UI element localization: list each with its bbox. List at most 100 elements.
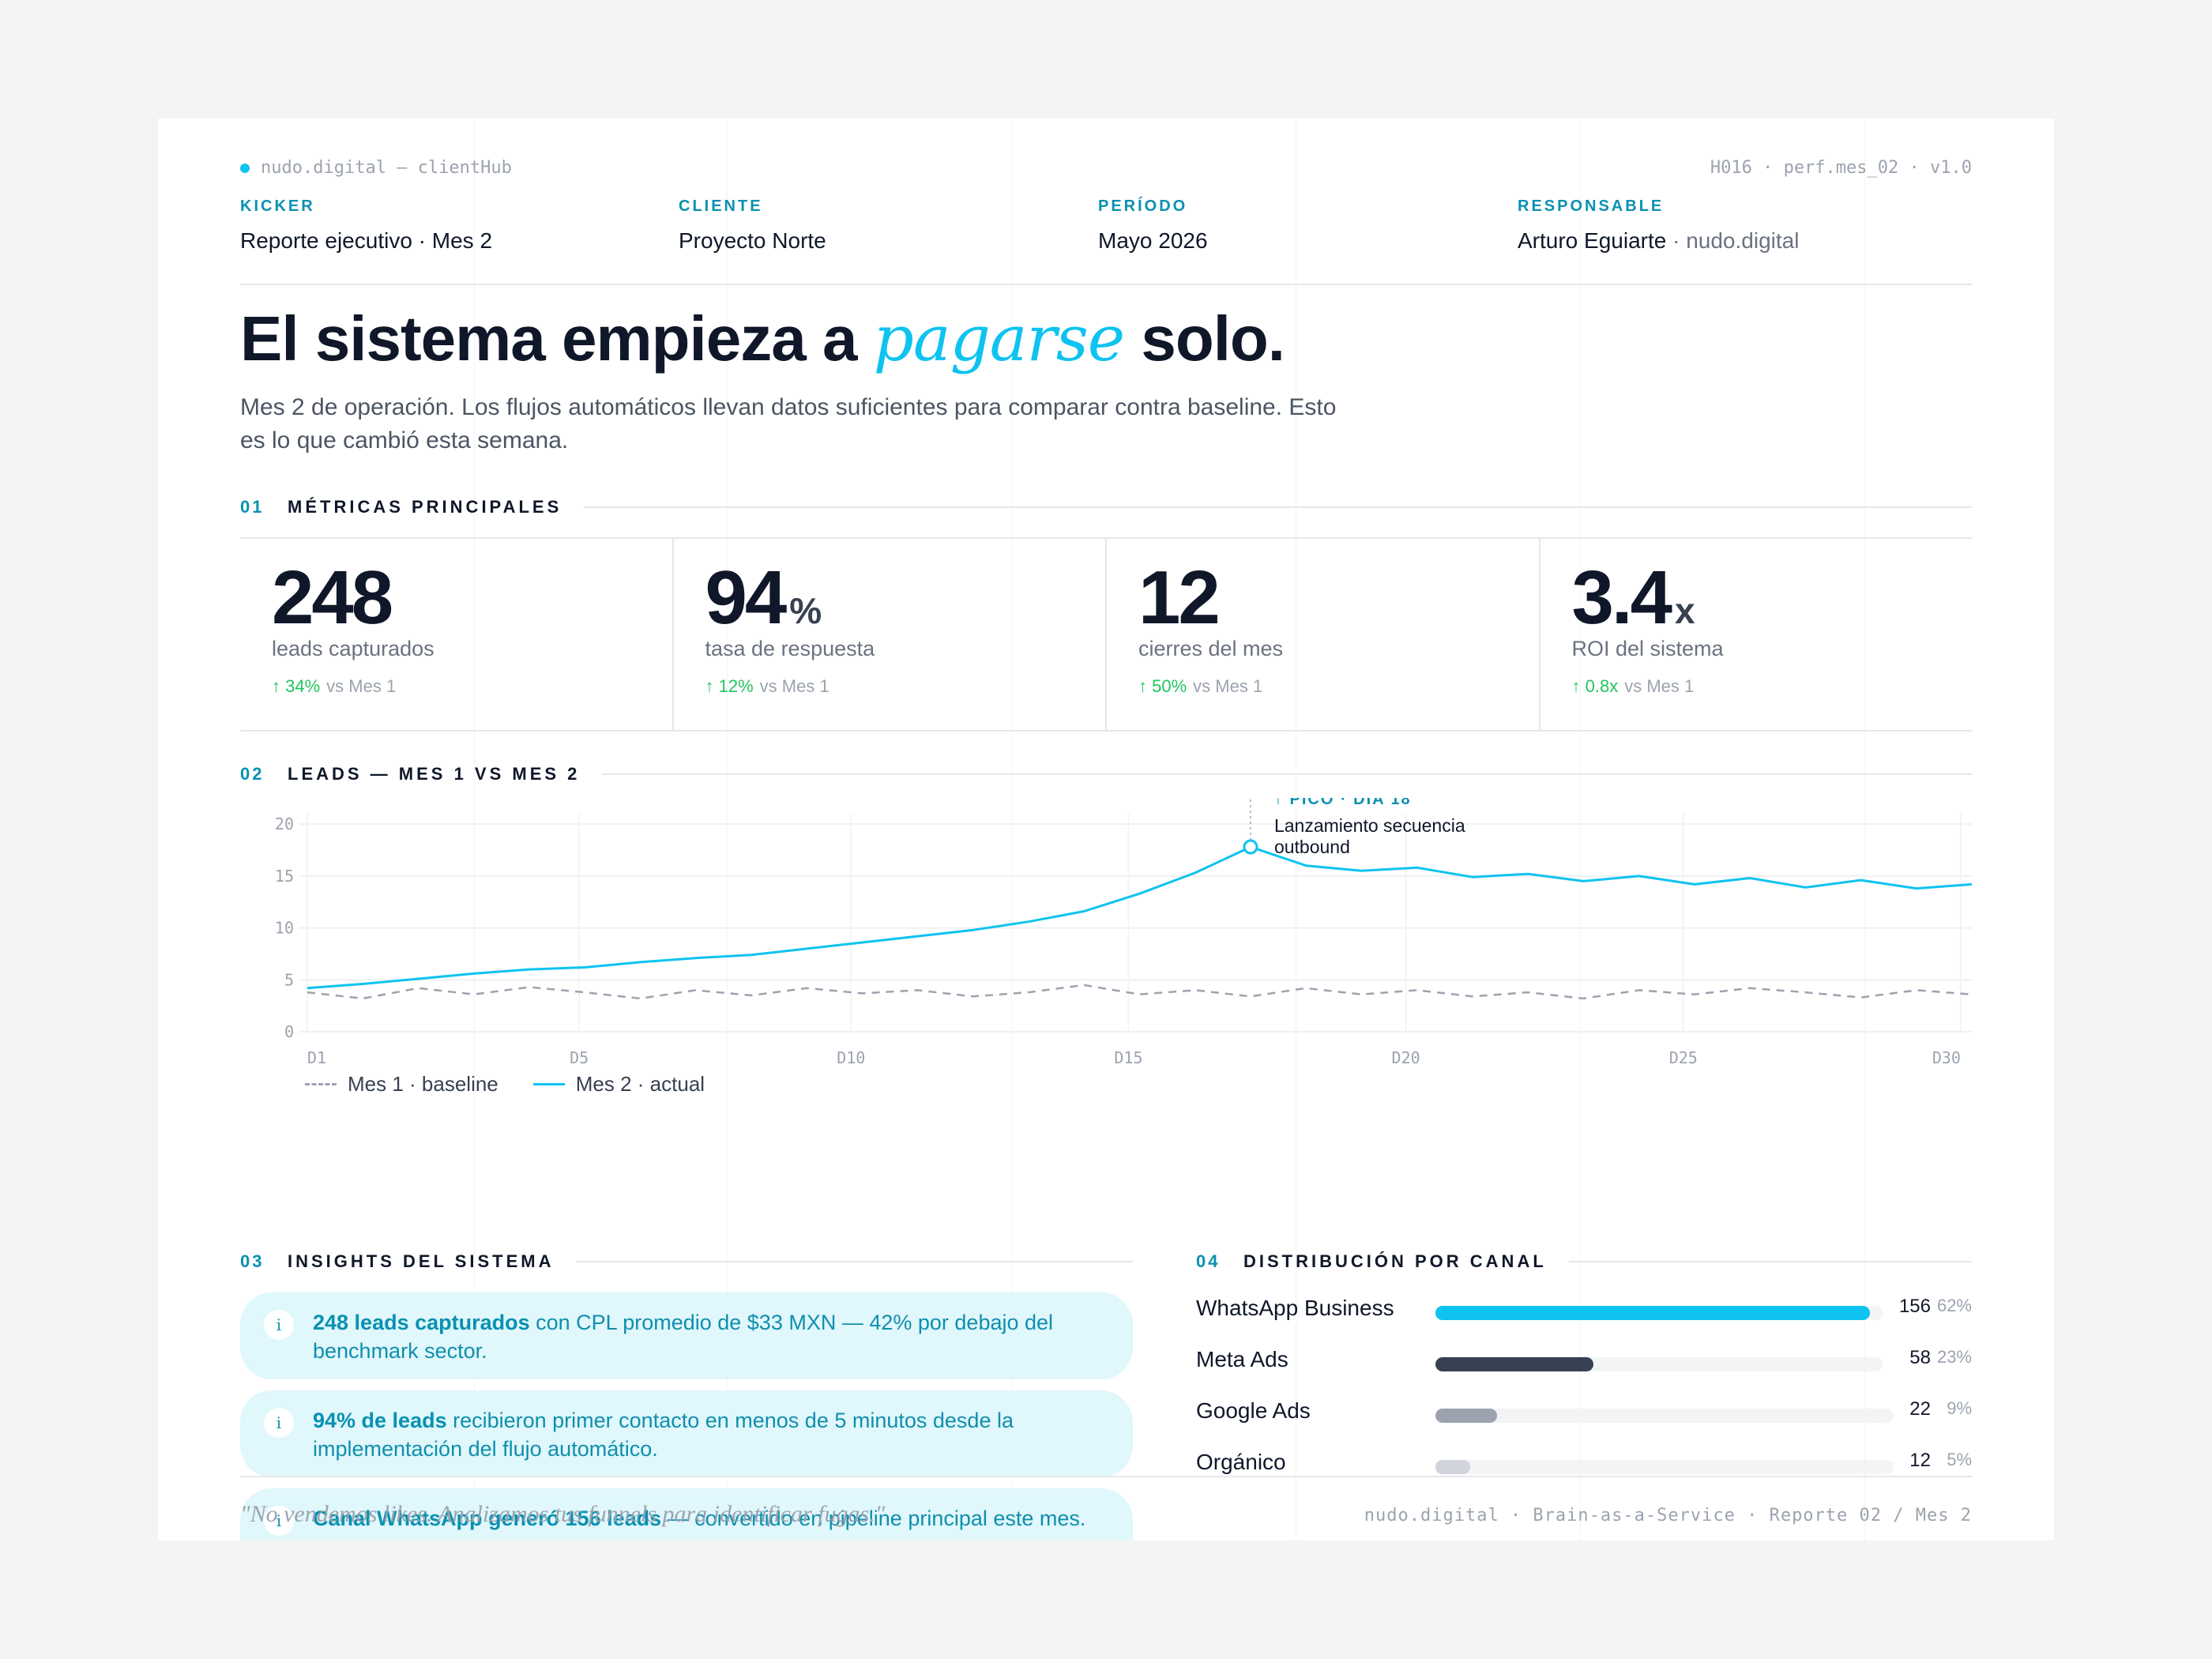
meta-value: Reporte ejecutivo · Mes 2: [240, 228, 493, 253]
x-tick-label: D10: [837, 1048, 865, 1067]
meta-value: Proyecto Norte: [679, 228, 826, 253]
channel-row: Orgánico 12 5%: [1196, 1450, 1972, 1501]
meta-label: KICKER: [240, 198, 315, 215]
kpi-card: 94% tasa de respuesta ↑ 12% vs Mes 1: [672, 539, 1106, 730]
annotation-kicker: ↑ PICO · DÍA 18: [1274, 798, 1412, 808]
channel-count: 22: [1909, 1398, 1931, 1420]
kpi-card: 248 leads capturados ↑ 34% vs Mes 1: [240, 539, 672, 730]
meta-value: Mayo 2026: [1098, 228, 1208, 253]
info-icon: i: [264, 1408, 294, 1438]
channel-distribution: WhatsApp Business 156 62% Meta Ads 58 23% Goog…: [1196, 1296, 1972, 1501]
brand-label: nudo.digital — clientHub: [261, 158, 512, 178]
channel-bar-fill: [1435, 1357, 1594, 1371]
kpi-card: 12 cierres del mes ↑ 50% vs Mes 1: [1105, 539, 1539, 730]
x-tick-label: D15: [1114, 1048, 1142, 1067]
kpi-delta: ↑ 50% vs Mes 1: [1138, 676, 1263, 696]
channel-name: WhatsApp Business: [1196, 1296, 1394, 1320]
x-tick-label: D25: [1669, 1048, 1698, 1067]
section-title: INSIGHTS DEL SISTEMA: [288, 1251, 555, 1271]
y-tick-label: 10: [275, 919, 294, 938]
kpi-delta: ↑ 34% vs Mes 1: [272, 676, 397, 696]
section-rule: [1568, 1261, 1972, 1262]
section-number: 03: [240, 1251, 265, 1271]
x-tick-label: D1: [307, 1048, 326, 1067]
footer-divider: [240, 1476, 1972, 1477]
section-title: DISTRIBUCIÓN POR CANAL: [1243, 1251, 1547, 1271]
kpi-label: tasa de respuesta: [705, 637, 875, 660]
y-tick-label: 5: [284, 970, 294, 989]
channel-bar-track: [1435, 1460, 1894, 1474]
kpi-label: ROI del sistema: [1571, 637, 1724, 660]
channel-percent: 23%: [1936, 1347, 1972, 1367]
kpi-label: cierres del mes: [1138, 637, 1284, 660]
x-tick-label: D5: [570, 1048, 589, 1067]
info-icon: i: [264, 1310, 294, 1340]
section-number: 02: [240, 764, 265, 784]
info-icon: i: [264, 1506, 294, 1536]
channel-percent: 5%: [1947, 1450, 1972, 1469]
channel-count: 12: [1909, 1450, 1931, 1471]
section-rule: [576, 1261, 1133, 1262]
legend-item-actual: Mes 2 · actual: [532, 1072, 705, 1097]
legend-label: Mes 1 · baseline: [348, 1072, 498, 1096]
meta-label: RESPONSABLE: [1518, 198, 1665, 215]
channel-row: Meta Ads 58 23%: [1196, 1347, 1972, 1398]
section-header-channels: 04 DISTRIBUCIÓN POR CANAL: [1196, 1250, 1972, 1273]
y-tick-label: 20: [275, 814, 294, 833]
channel-row: Google Ads 22 9%: [1196, 1398, 1972, 1450]
page-lede: Mes 2 de operación. Los flujos automátic…: [240, 394, 1337, 453]
dashed-line-swatch-icon: [305, 1083, 337, 1085]
meta-row: KICKER Reporte ejecutivo · Mes 2 CLIENTE…: [240, 198, 1972, 261]
channel-count: 156: [1898, 1296, 1931, 1317]
channel-row: WhatsApp Business 156 62%: [1196, 1296, 1972, 1347]
kpi-delta: ↑ 12% vs Mes 1: [705, 676, 830, 696]
section-header-metrics: 01 MÉTRICAS PRINCIPALES: [240, 495, 1972, 519]
meta-kicker: KICKER Reporte ejecutivo · Mes 2: [240, 198, 492, 254]
insight-card: i Canal WhatsApp generó 156 leads — conv…: [240, 1488, 1133, 1540]
legend-item-baseline: Mes 1 · baseline: [305, 1072, 498, 1097]
channel-name: Meta Ads: [1196, 1347, 1288, 1371]
section-rule: [584, 506, 1972, 508]
insight-card: i 248 leads capturados con CPL promedio …: [240, 1292, 1133, 1379]
peak-marker: [1243, 839, 1258, 855]
section-number: 01: [240, 497, 265, 517]
kpi-value: 94%: [705, 555, 822, 640]
section-number: 04: [1196, 1251, 1221, 1271]
channel-name: Google Ads: [1196, 1398, 1311, 1423]
channel-count: 58: [1909, 1347, 1931, 1368]
solid-line-swatch-icon: [532, 1083, 565, 1085]
x-tick-label: D30: [1932, 1048, 1961, 1067]
channel-bar-fill: [1435, 1409, 1498, 1423]
meta-client: CLIENTE Proyecto Norte: [679, 198, 826, 254]
channel-bar-fill: [1435, 1306, 1870, 1320]
series-line-baseline: [307, 984, 1972, 1000]
section-header-insights: 03 INSIGHTS DEL SISTEMA: [240, 1250, 1133, 1273]
channel-bar-track: [1435, 1306, 1883, 1320]
meta-owner: RESPONSABLE Arturo Eguiarte · nudo.digit…: [1518, 198, 1799, 254]
annotation-text: outbound: [1274, 837, 1350, 857]
meta-label: PERÍODO: [1098, 198, 1188, 215]
kpi-card: 3.4 x ROI del sistema ↑ 0.8x vs Mes 1: [1538, 539, 1973, 730]
y-tick-label: 15: [275, 867, 294, 886]
legend-label: Mes 2 · actual: [575, 1072, 705, 1096]
kpi-row: 248 leads capturados ↑ 34% vs Mes 1 94% t…: [240, 537, 1972, 732]
kpi-label: leads capturados: [272, 637, 434, 660]
leads-line-chart: 0 5 10 15 20 D1 D5 D10 D15 D20 D25 D30 ↑ PICO · DÍA …: [240, 798, 1972, 1082]
report-page: nudo.digital — clientHub H016 · perf.mes…: [158, 118, 2054, 1540]
insight-text: recibieron primer contacto en menos de 5…: [313, 1409, 1014, 1461]
chart-legend: Mes 1 · baseline Mes 2 · actual: [305, 1072, 705, 1097]
section-header-leads: 02 LEADS — MES 1 VS MES 2: [240, 762, 1972, 786]
footer-quote: "No vendemos likes. Analizamos tus funne…: [240, 1501, 886, 1527]
channel-bar-fill: [1435, 1460, 1470, 1474]
chart-svg: 0 5 10 15 20 D1 D5 D10 D15 D20 D25 D30 ↑ PICO · DÍA …: [275, 798, 1972, 1067]
kpi-delta: ↑ 0.8x vs Mes 1: [1571, 676, 1695, 696]
section-rule: [602, 773, 1972, 775]
insight-highlight: Canal WhatsApp generó 156 leads: [313, 1507, 662, 1530]
section-title: MÉTRICAS PRINCIPALES: [288, 497, 562, 517]
kpi-value: 3.4 x: [1571, 555, 1695, 640]
footer-meta: nudo.digital · Brain-as-a-Service · Repo…: [1364, 1506, 1972, 1525]
section-title: LEADS — MES 1 VS MES 2: [288, 764, 581, 784]
annotation-text: Lanzamiento secuencia: [1274, 815, 1465, 836]
brand-dot-icon: [240, 163, 250, 173]
channel-name: Orgánico: [1196, 1450, 1286, 1474]
